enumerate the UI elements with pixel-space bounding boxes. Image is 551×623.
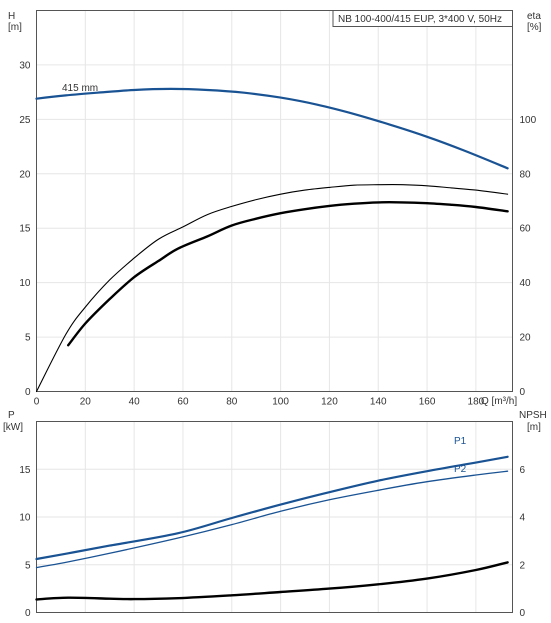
y-left-tick-label: 5 (25, 333, 31, 344)
x-tick-label: 100 (272, 397, 289, 408)
head-chart-series (35, 87, 509, 393)
power-chart-series (35, 455, 509, 601)
head-axis-unit: [m] (8, 22, 22, 33)
y-right-tick-label: 6 (520, 465, 526, 476)
head-efficiency-chart: NB 100-400/415 EUP, 3*400 V, 50Hz H [m] … (8, 10, 542, 408)
x-tick-label: 80 (226, 397, 238, 408)
y-right-tick-label: 0 (520, 608, 526, 619)
eta-axis-label: eta (527, 11, 541, 22)
chart-title-box: NB 100-400/415 EUP, 3*400 V, 50Hz (332, 10, 513, 27)
chart-title-frame (332, 10, 513, 27)
power-series-2-line (35, 561, 509, 601)
flow-axis-label: Q [m³/h] (481, 396, 517, 407)
y-left-tick-label: 15 (19, 224, 31, 235)
head-series-2-line (67, 201, 509, 347)
power-chart-frame (36, 421, 513, 613)
eta-axis-unit: [%] (527, 22, 542, 33)
npsh-axis-unit: [m] (527, 422, 541, 433)
p2-series-label: P2 (454, 464, 467, 475)
y-left-tick-label: 0 (25, 387, 31, 398)
power-series-0-line (35, 455, 509, 561)
y-right-tick-label: 80 (520, 169, 532, 180)
y-left-tick-label: 15 (19, 465, 31, 476)
impeller-diameter-label: 415 mm (62, 83, 98, 94)
power-axis-label: P (8, 410, 15, 421)
y-left-tick-label: 10 (19, 278, 31, 289)
npsh-axis-label: NPSH (519, 410, 547, 421)
head-series-1-line (35, 184, 509, 393)
power-chart-tick-labels: 0 5 10 15 0 2 4 6 (19, 465, 525, 619)
p1-series-label: P1 (454, 436, 467, 447)
y-left-tick-label: 10 (19, 513, 31, 524)
y-left-tick-label: 0 (25, 608, 31, 619)
power-axis-unit: [kW] (3, 422, 23, 433)
x-tick-label: 140 (370, 397, 387, 408)
x-tick-label: 0 (34, 397, 40, 408)
y-right-tick-label: 0 (520, 387, 526, 398)
head-series-0-line (35, 87, 509, 170)
head-chart-frame (36, 10, 513, 392)
head-axis-label: H (8, 11, 15, 22)
y-right-tick-label: 20 (520, 333, 532, 344)
y-right-tick-label: 4 (520, 513, 526, 524)
chart-title: NB 100-400/415 EUP, 3*400 V, 50Hz (338, 14, 502, 25)
head-chart-grid (36, 10, 513, 392)
power-chart-grid (36, 421, 513, 613)
power-series-1-line (35, 470, 509, 569)
y-left-tick-label: 25 (19, 115, 31, 126)
y-left-tick-label: 30 (19, 60, 31, 71)
x-tick-label: 20 (80, 397, 92, 408)
y-left-tick-label: 20 (19, 169, 31, 180)
y-right-tick-label: 40 (520, 278, 532, 289)
x-tick-label: 40 (129, 397, 141, 408)
y-left-tick-label: 5 (25, 560, 31, 571)
x-tick-label: 180 (468, 397, 485, 408)
x-tick-label: 60 (177, 397, 189, 408)
x-tick-label: 120 (321, 397, 338, 408)
y-right-tick-label: 60 (520, 224, 532, 235)
y-right-tick-label: 100 (520, 115, 537, 126)
x-tick-label: 160 (419, 397, 436, 408)
head-chart-tick-labels: 0 20 40 60 80 100 120 140 160 180 0 5 10 15 20 25 30 0 20 4… (19, 60, 536, 407)
power-npsh-chart: P [kW] NPSH [m] 0 5 10 15 0 2 4 6 P1 P2 (3, 410, 547, 619)
y-right-tick-label: 2 (520, 560, 526, 571)
